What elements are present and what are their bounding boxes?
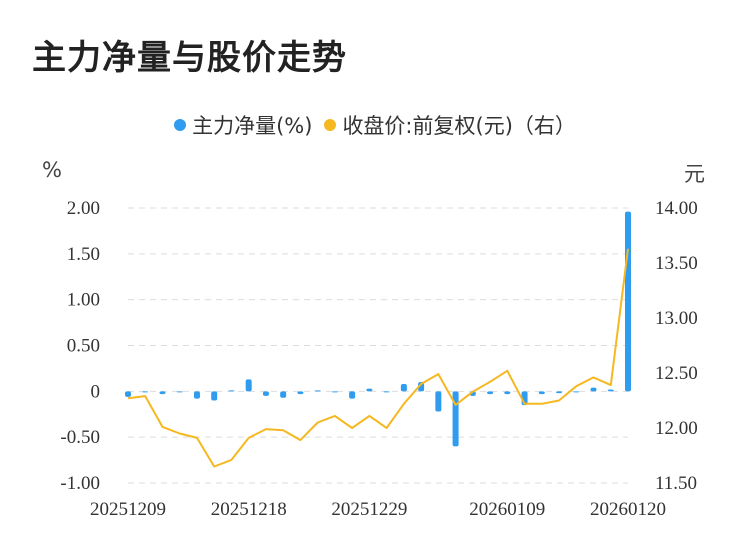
legend-marker-bar — [174, 119, 187, 131]
legend-item-close-price[interactable]: 收盘价:前复权(元)（右） — [324, 110, 576, 140]
legend-label-main-net: 主力净量(%) — [192, 114, 313, 138]
bar-main-net — [228, 390, 235, 392]
bar-main-net — [607, 389, 614, 392]
y-right-tick-label: 11.50 — [655, 473, 697, 494]
bar-main-net — [142, 391, 149, 393]
bar-main-net — [314, 390, 321, 392]
y-left-tick-label: 1.00 — [67, 290, 100, 311]
bar-main-net — [538, 391, 545, 395]
right-axis-unit: 元 — [684, 162, 705, 186]
y-left-tick-label: 0 — [91, 381, 101, 402]
x-tick-label: 20251229 — [331, 499, 407, 520]
bar-main-net — [435, 391, 442, 412]
x-tick-label: 20260120 — [590, 499, 666, 520]
y-right-tick-label: 12.00 — [655, 418, 698, 439]
bar-main-net — [504, 391, 511, 395]
y-left-tick-label: 2.00 — [67, 198, 100, 219]
bar-main-net — [211, 391, 218, 401]
y-right-tick-label: 12.50 — [655, 363, 698, 384]
y-left-tick-label: 1.50 — [67, 244, 100, 265]
bar-main-net — [383, 391, 390, 393]
x-tick-label: 20251209 — [90, 499, 166, 520]
bar-main-net — [625, 211, 631, 392]
bar-main-net — [245, 379, 252, 392]
y-left-tick-label: -0.50 — [60, 427, 100, 448]
y-left-tick-label: -1.00 — [60, 473, 100, 494]
bar-main-net — [487, 391, 494, 395]
bar-main-net — [331, 391, 338, 393]
bar-main-net — [400, 384, 407, 392]
legend: 主力净量(%) 收盘价:前复权(元)（右） — [0, 110, 750, 140]
y-right-tick-label: 14.00 — [655, 198, 698, 219]
bar-main-net — [193, 391, 200, 399]
bar-main-net — [280, 391, 287, 398]
bar-main-net — [366, 388, 373, 392]
x-tick-label: 20260109 — [469, 499, 545, 520]
y-right-tick-label: 13.00 — [655, 308, 698, 329]
chart-title: 主力净量与股价走势 — [32, 38, 347, 78]
bar-main-net — [159, 391, 166, 395]
bar-main-net — [297, 391, 304, 395]
bar-main-net — [573, 391, 580, 393]
bar-main-net — [349, 391, 356, 399]
x-tick-label: 20251218 — [211, 499, 287, 520]
legend-marker-line — [324, 119, 337, 131]
bar-main-net — [176, 391, 183, 393]
bar-main-net — [452, 391, 459, 447]
bar-main-net — [125, 391, 131, 397]
legend-item-main-net[interactable]: 主力净量(%) — [174, 110, 312, 140]
y-left-tick-label: 0.50 — [67, 336, 100, 357]
bar-main-net — [556, 391, 563, 394]
y-right-tick-label: 13.50 — [655, 253, 698, 274]
legend-label-close-price: 收盘价:前复权(元)（右） — [342, 114, 576, 138]
bar-main-net — [262, 391, 269, 396]
line-close-price — [127, 248, 629, 468]
left-axis-unit: % — [42, 158, 62, 182]
bar-main-net — [590, 387, 597, 392]
